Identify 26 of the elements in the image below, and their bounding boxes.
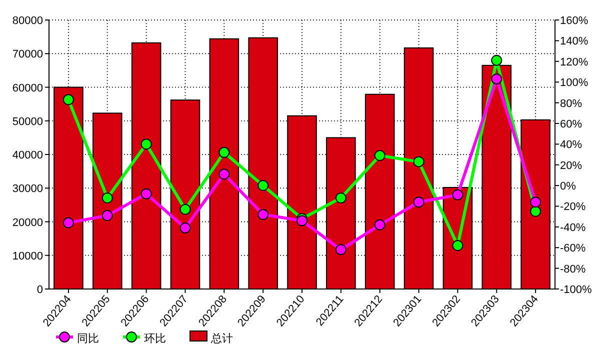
y-tick-label: 70000: [12, 48, 43, 61]
y-tick-label: 10000: [12, 250, 43, 262]
y-tick-label: 20000: [12, 216, 43, 229]
y2-tick-label: 100%: [560, 77, 588, 90]
y2-tick-label: 80%: [560, 98, 582, 110]
y-tick-label: 80000: [12, 15, 43, 27]
legend-label: 总计: [210, 332, 233, 345]
y-tick-label: 40000: [12, 150, 43, 162]
y2-tick-label: 20%: [560, 160, 582, 172]
y2-tick-label: 160%: [560, 15, 588, 27]
y-tick-label: 30000: [12, 183, 43, 196]
y2-tick-label: -60%: [560, 242, 586, 255]
y-tick-label: 0: [36, 284, 43, 296]
y2-tick-label: -100%: [560, 284, 592, 296]
y2-tick-label: -20%: [560, 201, 586, 214]
legend-label: 环比: [144, 332, 166, 345]
y2-tick-label: 60%: [560, 118, 582, 130]
y2-tick-label: 0%: [560, 180, 576, 193]
y-tick-label: 50000: [12, 116, 43, 128]
y2-tick-label: -40%: [560, 222, 586, 234]
y2-tick-label: 120%: [560, 56, 588, 68]
y2-tick-label: 140%: [560, 36, 588, 48]
legend-label: 同比: [77, 332, 99, 345]
y2-tick-label: -80%: [560, 263, 586, 276]
y2-tick-label: 40%: [560, 139, 582, 152]
y-tick-label: 60000: [12, 82, 43, 94]
